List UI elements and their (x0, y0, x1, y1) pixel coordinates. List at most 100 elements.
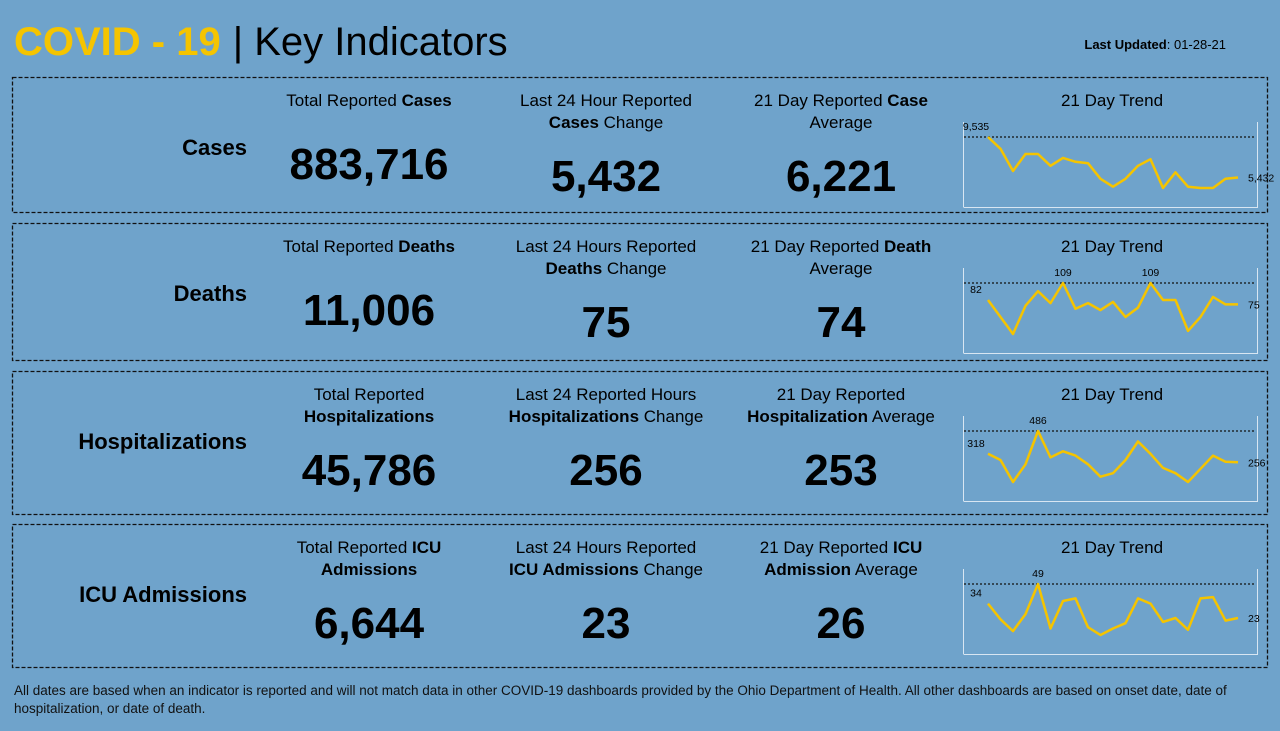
heading-part: 21 Day Reported (754, 91, 887, 110)
column-heading: 21 Day Reported ICU (760, 538, 923, 557)
indicator-value: 256 (569, 446, 642, 495)
column-heading: Total Reported Cases (286, 91, 451, 110)
column-heading: ICU Admissions Change (509, 560, 703, 579)
indicator-value: 26 (817, 599, 866, 648)
trend-value-label: 5,432 (1248, 173, 1274, 185)
indicator-value: 11,006 (303, 286, 435, 335)
heading-part: Change (639, 560, 703, 579)
column-heading: Deaths Change (546, 259, 667, 278)
column-heading: Admissions (321, 560, 417, 579)
row-label: Hospitalizations (78, 429, 247, 454)
heading-part: ICU (412, 538, 441, 557)
indicator-value: 74 (817, 298, 866, 347)
indicator-value: 45,786 (302, 446, 437, 495)
column-heading: Hospitalization Average (747, 407, 935, 426)
heading-part: Total Reported (297, 538, 412, 557)
indicator-value: 23 (582, 599, 631, 648)
column-heading: Total Reported ICU (297, 538, 442, 557)
trend-value-label: 486 (1029, 415, 1047, 427)
column-heading: Last 24 Hour Reported (520, 91, 692, 110)
heading-part: Deaths (398, 237, 455, 256)
footer-note: All dates are based when an indicator is… (14, 683, 1227, 716)
heading-part: Change (639, 407, 703, 426)
updated-label: Last Updated (1084, 37, 1166, 52)
panel (11, 370, 1269, 516)
trend-line (987, 582, 1239, 637)
heading-part: ICU (893, 538, 922, 557)
trend-value-label: 75 (1248, 299, 1260, 311)
title-rest: | Key Indicators (233, 20, 508, 64)
trend-line (987, 429, 1239, 484)
trend-value-label: 109 (1054, 267, 1072, 279)
trend-line (987, 136, 1239, 190)
column-heading: Last 24 Reported Hours (516, 385, 697, 404)
heading-part: Admissions (321, 560, 417, 579)
heading-part: Last 24 Hours Reported (516, 237, 697, 256)
column-heading: Total Reported (314, 385, 425, 404)
column-heading: Average (809, 259, 872, 278)
heading-part: Change (602, 259, 666, 278)
trend-value-label: 109 (1142, 267, 1160, 279)
heading-part: Average (809, 259, 872, 278)
heading-part: Death (884, 237, 931, 256)
heading-part: Average (868, 407, 935, 426)
trend-value-label: 318 (967, 438, 985, 450)
column-heading: 21 Day Reported (777, 385, 906, 404)
row-label: Deaths (174, 281, 247, 306)
column-heading: Average (809, 113, 872, 132)
heading-part: Total Reported (314, 385, 425, 404)
column-heading: Hospitalizations Change (509, 407, 704, 426)
indicator-value: 6,644 (314, 599, 425, 648)
trend-value-label: 23 (1248, 613, 1260, 625)
heading-part: Last 24 Hour Reported (520, 91, 692, 110)
dashboard: COVID - 19 | Key Indicators Last Updated:… (11, 20, 1274, 669)
column-heading: Total Reported Deaths (283, 237, 455, 256)
column-heading: Admission Average (764, 560, 918, 579)
trend-title: 21 Day Trend (1061, 237, 1163, 256)
heading-part: Change (599, 113, 663, 132)
trend-title: 21 Day Trend (1061, 91, 1163, 110)
heading-part: Case (887, 91, 928, 110)
heading-part: Last 24 Hours Reported (516, 538, 697, 557)
row-label: ICU Admissions (79, 582, 247, 607)
column-heading: 21 Day Reported Case (754, 91, 928, 110)
trend-title: 21 Day Trend (1061, 538, 1163, 557)
heading-part: Hospitalization (747, 407, 868, 426)
heading-part: ICU Admissions (509, 560, 639, 579)
heading-part: Total Reported (283, 237, 398, 256)
heading-part: Total Reported (286, 91, 401, 110)
heading-part: Deaths (546, 259, 603, 278)
row-label: Cases (182, 135, 247, 160)
trend-value-label: 256 (1248, 457, 1266, 469)
title: COVID - 19 | Key Indicators (14, 20, 508, 64)
column-heading: Last 24 Hours Reported (516, 538, 697, 557)
trend-value-label: 82 (970, 284, 982, 296)
heading-part: Admission (764, 560, 851, 579)
heading-part: 21 Day Reported (760, 538, 893, 557)
panel (11, 222, 1269, 362)
trend-title: 21 Day Trend (1061, 385, 1163, 404)
indicator-value: 5,432 (551, 152, 661, 201)
updated-value: : 01-28-21 (1167, 37, 1226, 52)
column-heading: 21 Day Reported Death (751, 237, 931, 256)
heading-part: 21 Day Reported (777, 385, 906, 404)
trend-value-label: 49 (1032, 568, 1044, 580)
panel (11, 523, 1269, 669)
heading-part: Average (809, 113, 872, 132)
column-heading: Last 24 Hours Reported (516, 237, 697, 256)
heading-part: 21 Day Reported (751, 237, 884, 256)
heading-part: Cases (402, 91, 452, 110)
trend-value-label: 34 (970, 588, 982, 600)
panel (11, 76, 1269, 214)
column-heading: Cases Change (549, 113, 663, 132)
heading-part: Hospitalizations (509, 407, 639, 426)
indicator-value: 883,716 (289, 140, 448, 189)
indicator-value: 253 (804, 446, 877, 495)
trend-line (986, 281, 1238, 336)
heading-part: Average (851, 560, 918, 579)
indicator-value: 6,221 (786, 152, 896, 201)
heading-part: Last 24 Reported Hours (516, 385, 697, 404)
heading-part: Hospitalizations (304, 407, 434, 426)
indicator-value: 75 (582, 298, 631, 347)
